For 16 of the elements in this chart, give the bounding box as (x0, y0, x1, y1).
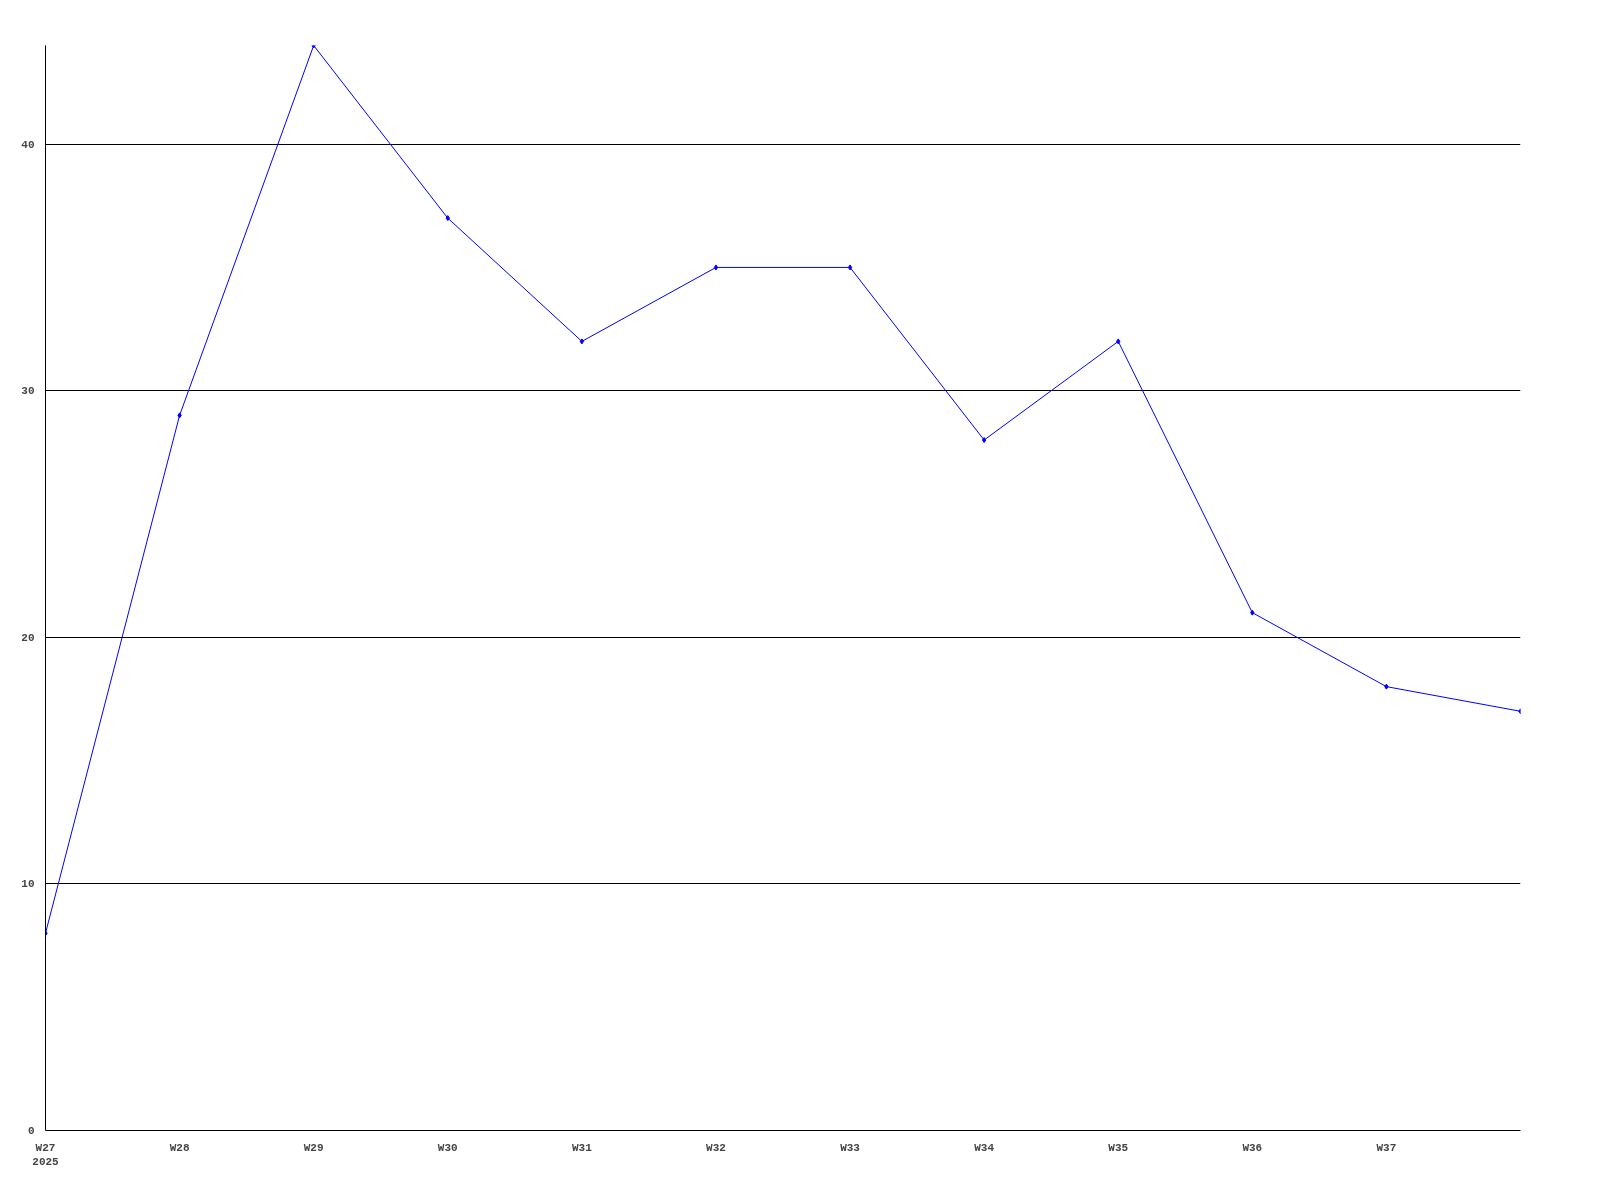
y-tick-label: 10 (21, 878, 35, 891)
x-tick-label: W37 (1376, 1141, 1397, 1154)
y-tick-label: 20 (21, 631, 35, 644)
x-tick-label: W36 (1242, 1141, 1263, 1154)
x-tick-label: W35 (1108, 1141, 1129, 1154)
x-tick-label: W27 2025 (32, 1141, 60, 1168)
x-tick-label: W33 (840, 1141, 861, 1154)
x-tick-label: W31 (571, 1141, 593, 1154)
y-tick-label: 30 (21, 385, 35, 398)
x-tick-label: W29 (303, 1141, 324, 1154)
y-tick-label: 0 (27, 1125, 35, 1137)
x-tick-label: W32 (706, 1141, 726, 1154)
x-tick-label: W28 (169, 1141, 190, 1154)
x-tick-label: W34 (974, 1141, 995, 1154)
y-tick-label: 40 (21, 138, 35, 151)
x-tick-label: W30 (437, 1141, 458, 1154)
